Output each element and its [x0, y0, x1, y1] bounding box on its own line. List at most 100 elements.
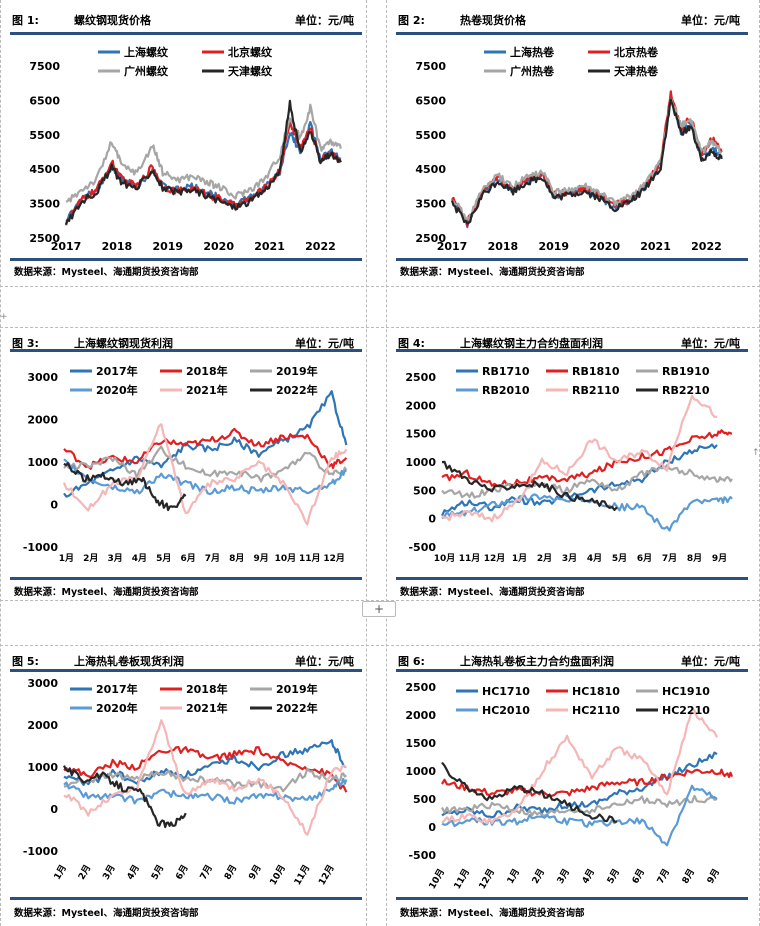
figure-number: 图 3: [12, 337, 39, 350]
x-tick-label: 2022 [305, 240, 336, 253]
source-divider [396, 258, 748, 261]
x-tick-label: 12月 [477, 867, 497, 891]
title-divider [396, 349, 748, 352]
legend-label: 上海螺纹 [124, 45, 169, 59]
series-line-2022年 [63, 765, 187, 829]
x-tick-label: 2月 [537, 553, 552, 564]
x-tick-label: 10月 [268, 863, 288, 887]
legend-label: 广州螺纹 [124, 64, 169, 78]
x-tick-label: 1月 [512, 553, 527, 564]
chart-panel-3: 图 3: 上海螺纹钢现货利润 单位：元/吨 数据来源：Mysteel、海通期货投资咨询… [6, 329, 366, 599]
chart-title: 热卷现货价格 [460, 14, 526, 27]
x-tick-label: 3月 [562, 553, 577, 564]
y-tick-label: 500 [413, 484, 436, 497]
x-tick-label: 7月 [655, 867, 672, 886]
title-divider [396, 669, 748, 672]
x-tick-label: 12月 [484, 553, 506, 564]
y-tick-label: 2500 [29, 232, 60, 245]
x-tick-label: 5月 [149, 863, 166, 882]
x-tick-label: 3月 [101, 863, 118, 882]
x-tick-label: 8月 [222, 863, 239, 882]
x-tick-label: 7月 [662, 553, 677, 564]
series-line-广州热卷 [451, 97, 723, 222]
add-section-button[interactable]: + [362, 601, 396, 617]
x-tick-label: 2017 [51, 240, 82, 253]
y-tick-label: 1000 [27, 456, 58, 469]
series-line-RB1810 [441, 429, 733, 488]
y-tick-label: 1000 [27, 761, 58, 774]
x-tick-label: 2月 [76, 863, 93, 882]
figure-number: 图 5: [12, 655, 39, 668]
y-tick-label: -1000 [23, 845, 59, 858]
series-line-上海热卷 [451, 93, 723, 229]
legend-label: 上海热卷 [510, 45, 555, 59]
chart-unit: 单位：元/吨 [680, 655, 740, 668]
chart-title: 上海螺纹钢主力合约盘面利润 [460, 337, 603, 350]
legend-label: HC1910 [662, 685, 710, 698]
series-line-2017年 [63, 739, 347, 786]
y-tick-label: 2000 [405, 709, 436, 722]
x-tick-label: 10月 [427, 867, 447, 891]
x-tick-label: 2018 [102, 240, 133, 253]
title-divider [10, 32, 362, 35]
legend-label: 2017年 [96, 682, 138, 696]
y-tick-label: 1000 [405, 456, 436, 469]
series-line-天津热卷 [450, 98, 723, 225]
left-edge-mark[interactable]: + [0, 312, 8, 322]
legend-label: RB1710 [482, 365, 530, 378]
legend-label: 天津热卷 [614, 64, 659, 78]
x-tick-label: 10月 [434, 553, 456, 564]
y-tick-label: 500 [413, 793, 436, 806]
chart-title-row: 图 6: 上海热轧卷板主力合约盘面利润 单位：元/吨 [392, 647, 752, 675]
y-tick-label: 2500 [415, 232, 446, 245]
series-line-HC2110 [441, 707, 718, 825]
x-tick-label: 2022 [691, 240, 722, 253]
legend-label: 北京热卷 [614, 45, 659, 59]
legend-label: HC2110 [572, 704, 620, 717]
right-edge-mark[interactable]: ↑ [752, 448, 760, 458]
chart-unit: 单位：元/吨 [680, 337, 740, 350]
legend-label: RB1810 [572, 365, 620, 378]
legend-label: 2017年 [96, 364, 138, 378]
x-tick-label: 9月 [253, 553, 268, 564]
legend-label: 广州热卷 [510, 64, 555, 78]
legend-label: HC2210 [662, 704, 710, 717]
figure-number: 图 2: [398, 14, 425, 27]
x-tick-label: 9月 [247, 863, 264, 882]
series-line-HC2210 [441, 761, 618, 823]
x-tick-label: 2019 [152, 240, 183, 253]
series-line-2021年 [62, 423, 348, 526]
series-line-2019年 [63, 767, 347, 793]
x-tick-label: 2018 [488, 240, 519, 253]
x-tick-label: 2021 [254, 240, 285, 253]
y-tick-label: 5500 [29, 129, 60, 142]
y-tick-label: 7500 [415, 60, 446, 73]
chart-unit: 单位：元/吨 [294, 337, 354, 350]
x-tick-label: 6月 [630, 867, 647, 886]
series-line-北京热卷 [451, 90, 723, 227]
x-tick-label: 9月 [712, 553, 727, 564]
x-tick-label: 5月 [156, 553, 171, 564]
x-tick-label: 12月 [316, 863, 336, 887]
legend-label: RB2010 [482, 384, 530, 397]
series-line-广州螺纹 [65, 103, 342, 203]
legend-label: 2022年 [276, 383, 318, 397]
x-tick-label: 11月 [452, 867, 472, 891]
source-divider [396, 577, 748, 580]
chart-title-row: 图 4: 上海螺纹钢主力合约盘面利润 单位：元/吨 [392, 329, 752, 357]
y-tick-label: 0 [50, 499, 58, 512]
x-tick-label: 3月 [555, 867, 572, 886]
y-tick-label: 3000 [27, 371, 58, 384]
x-tick-label: 5月 [612, 553, 627, 564]
chart-title-row: 图 1: 螺纹钢现货价格 单位：元/吨 [6, 6, 366, 34]
chart-title: 上海热轧卷板主力合约盘面利润 [460, 655, 614, 668]
data-source: 数据来源：Mysteel、海通期货投资咨询部 [400, 587, 585, 598]
chart-panel-1: 图 1: 螺纹钢现货价格 单位：元/吨 数据来源：Mysteel、海通期货投资咨询部 7… [6, 6, 366, 284]
legend-label: 2018年 [186, 682, 228, 696]
series-line-天津螺纹 [64, 99, 342, 225]
x-tick-label: 6月 [174, 863, 191, 882]
series-line-2020年 [63, 458, 347, 496]
